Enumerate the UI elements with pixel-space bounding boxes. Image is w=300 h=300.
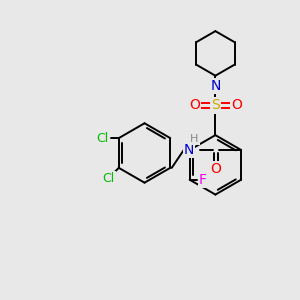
Text: Cl: Cl bbox=[102, 172, 115, 185]
Text: Cl: Cl bbox=[96, 132, 109, 145]
Text: O: O bbox=[189, 98, 200, 112]
Text: N: N bbox=[184, 143, 194, 157]
Text: S: S bbox=[211, 98, 220, 112]
Text: O: O bbox=[210, 162, 221, 176]
Text: N: N bbox=[210, 79, 220, 93]
Text: F: F bbox=[199, 173, 207, 187]
Text: H: H bbox=[190, 134, 199, 144]
Text: O: O bbox=[231, 98, 242, 112]
